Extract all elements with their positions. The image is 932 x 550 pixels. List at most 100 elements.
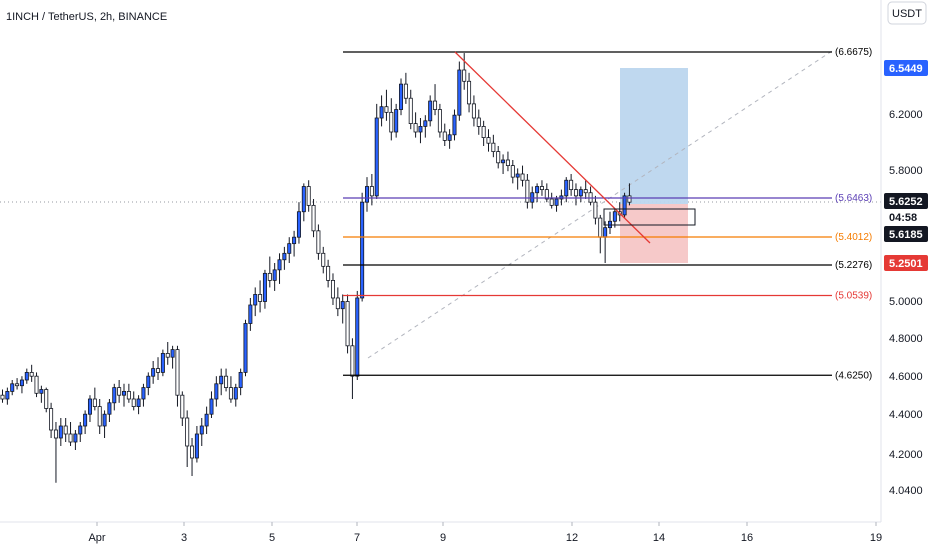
candle[interactable]: [136, 395, 141, 415]
candle[interactable]: [24, 368, 29, 384]
candle[interactable]: [364, 177, 369, 212]
candle[interactable]: [219, 368, 224, 396]
candle[interactable]: [316, 224, 321, 260]
candle[interactable]: [583, 180, 588, 200]
candle[interactable]: [340, 294, 345, 324]
candle[interactable]: [525, 174, 530, 209]
candle[interactable]: [214, 376, 219, 407]
candle[interactable]: [481, 120, 486, 146]
candle[interactable]: [321, 246, 326, 274]
candle[interactable]: [437, 103, 442, 138]
candle[interactable]: [335, 287, 340, 317]
candle[interactable]: [394, 103, 399, 138]
candle[interactable]: [544, 183, 549, 203]
candle[interactable]: [97, 399, 102, 434]
candle[interactable]: [345, 294, 350, 354]
candle[interactable]: [238, 368, 243, 396]
candle[interactable]: [389, 98, 394, 141]
candle[interactable]: [248, 297, 253, 331]
candle[interactable]: [34, 372, 39, 398]
candle[interactable]: [598, 214, 603, 254]
candle[interactable]: [10, 380, 15, 396]
candle[interactable]: [126, 383, 131, 403]
candle[interactable]: [403, 72, 408, 104]
candle[interactable]: [408, 89, 413, 130]
take-profit-zone[interactable]: [620, 68, 688, 204]
price-tag[interactable]: 04:58: [884, 209, 928, 225]
candle[interactable]: [243, 319, 248, 377]
candle[interactable]: [39, 385, 44, 403]
candle[interactable]: [112, 383, 117, 411]
candle[interactable]: [413, 112, 418, 138]
candle[interactable]: [199, 418, 204, 446]
candle[interactable]: [433, 84, 438, 116]
entry-box[interactable]: [603, 208, 696, 226]
candle[interactable]: [253, 287, 258, 317]
candle[interactable]: [194, 426, 199, 463]
candle[interactable]: [204, 406, 209, 434]
candle[interactable]: [272, 263, 277, 291]
candle[interactable]: [515, 168, 520, 190]
candle[interactable]: [622, 192, 627, 219]
candle[interactable]: [326, 259, 331, 288]
candle[interactable]: [486, 129, 491, 152]
candle[interactable]: [49, 402, 54, 438]
candle[interactable]: [627, 183, 632, 206]
candle[interactable]: [63, 418, 68, 442]
candle[interactable]: [15, 378, 20, 390]
candle[interactable]: [374, 103, 379, 200]
candle[interactable]: [267, 256, 272, 288]
trend-projection-line[interactable]: [367, 50, 833, 359]
candle[interactable]: [457, 61, 462, 121]
candle[interactable]: [58, 418, 63, 446]
candle[interactable]: [379, 95, 384, 127]
candle[interactable]: [612, 208, 617, 228]
price-tag[interactable]: 5.2501: [884, 255, 928, 271]
candle[interactable]: [19, 376, 24, 394]
candle[interactable]: [287, 237, 292, 263]
candle[interactable]: [117, 380, 122, 403]
candle[interactable]: [107, 399, 112, 422]
candle[interactable]: [68, 422, 73, 446]
candle[interactable]: [360, 192, 365, 302]
candle[interactable]: [549, 192, 554, 209]
candle[interactable]: [569, 174, 574, 196]
candle[interactable]: [603, 221, 608, 263]
price-tag[interactable]: 5.6185: [884, 226, 928, 242]
time-axis[interactable]: Apr 3 5 7 9 12 14 16 19: [0, 521, 882, 544]
candle[interactable]: [53, 422, 58, 483]
plot-area[interactable]: (6.6675) (5.6463) (5.4012) (5.2276) (5.0539)…: [0, 47, 881, 483]
candle[interactable]: [471, 95, 476, 127]
candle[interactable]: [535, 183, 540, 203]
candle[interactable]: [296, 202, 301, 244]
candle[interactable]: [87, 395, 92, 422]
candle[interactable]: [83, 410, 88, 434]
currency-button[interactable]: USDT: [887, 1, 927, 25]
candle[interactable]: [228, 376, 233, 403]
candle[interactable]: [462, 53, 467, 90]
candle[interactable]: [452, 109, 457, 141]
candle[interactable]: [141, 383, 146, 407]
candle[interactable]: [185, 410, 190, 467]
candle[interactable]: [73, 430, 78, 450]
candle[interactable]: [593, 195, 598, 225]
candle[interactable]: [476, 109, 481, 135]
price-tag[interactable]: 6.5449: [884, 60, 928, 76]
candle[interactable]: [102, 410, 107, 438]
candle[interactable]: [428, 95, 433, 127]
candle[interactable]: [0, 389, 5, 403]
candle[interactable]: [209, 391, 214, 418]
candle[interactable]: [175, 345, 180, 407]
price-axis[interactable]: 4.04004.20004.40004.60004.80005.00005.20…: [880, 0, 928, 522]
candle[interactable]: [301, 183, 306, 222]
candle[interactable]: [233, 383, 238, 407]
price-tag[interactable]: 5.6252: [884, 193, 928, 209]
candle[interactable]: [330, 273, 335, 305]
candle[interactable]: [399, 78, 404, 116]
candle[interactable]: [496, 146, 501, 169]
candle[interactable]: [306, 180, 311, 212]
candle[interactable]: [92, 387, 97, 411]
candle[interactable]: [423, 115, 428, 138]
candle[interactable]: [146, 372, 151, 396]
candle[interactable]: [180, 391, 185, 426]
